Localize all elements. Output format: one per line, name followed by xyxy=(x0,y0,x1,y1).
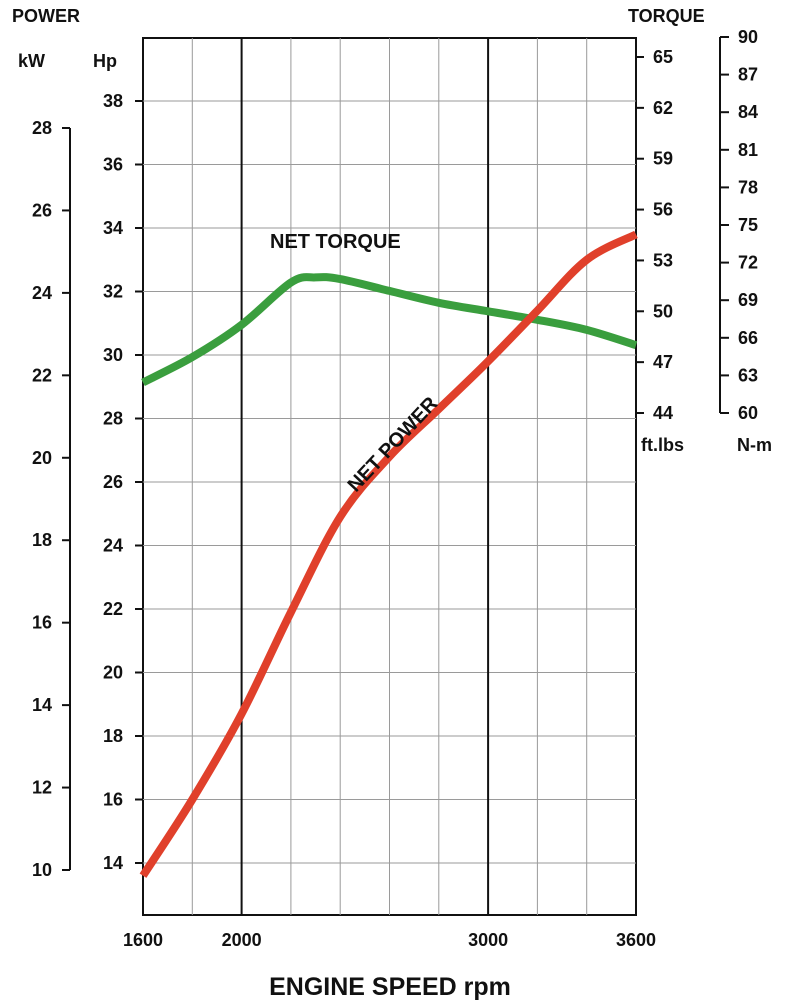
kw-tick-label: 14 xyxy=(32,695,52,715)
nm-tick-label: 75 xyxy=(738,215,758,235)
grid-lines xyxy=(142,37,637,916)
net-power-line xyxy=(139,230,638,878)
hp-tick-label: 22 xyxy=(103,599,123,619)
kw-unit-label: kW xyxy=(18,51,45,71)
kw-tick-label: 10 xyxy=(32,860,52,880)
hp-tick-label: 38 xyxy=(103,91,123,111)
kw-tick-label: 16 xyxy=(32,613,52,633)
kw-tick-label: 22 xyxy=(32,365,52,385)
x-tick-label: 3000 xyxy=(468,930,508,950)
ftlbs-unit-label: ft.lbs xyxy=(641,435,684,455)
torque-title: TORQUE xyxy=(628,6,705,26)
ftlbs-tick-label: 44 xyxy=(653,403,673,423)
nm-tick-label: 60 xyxy=(738,403,758,423)
hp-tick-label: 36 xyxy=(103,155,123,175)
nm-tick-label: 84 xyxy=(738,102,758,122)
nm-tick-label: 63 xyxy=(738,365,758,385)
ftlbs-tick-label: 53 xyxy=(653,250,673,270)
hp-tick-label: 32 xyxy=(103,282,123,302)
nm-tick-label: 87 xyxy=(738,65,758,85)
ftlbs-tick-label: 47 xyxy=(653,352,673,372)
ftlbs-tick-label: 50 xyxy=(653,301,673,321)
net-power-annotation: NET POWER xyxy=(344,392,443,496)
hp-tick-label: 34 xyxy=(103,218,123,238)
nm-tick-label: 90 xyxy=(738,27,758,47)
x-tick-label: 3600 xyxy=(616,930,656,950)
hp-tick-label: 20 xyxy=(103,663,123,683)
nm-tick-label: 78 xyxy=(738,177,758,197)
kw-tick-label: 24 xyxy=(32,283,52,303)
x-tick-label: 1600 xyxy=(123,930,163,950)
hp-tick-label: 16 xyxy=(103,790,123,810)
net-torque-line xyxy=(141,273,638,387)
kw-tick-label: 12 xyxy=(32,778,52,798)
axes: 1600 2000 3000 3600 14 16 18 20 22 24 26 28 30 32 34 36… xyxy=(32,27,758,950)
hp-tick-label: 30 xyxy=(103,345,123,365)
hp-tick-label: 14 xyxy=(103,853,123,873)
nm-tick-label: 66 xyxy=(738,328,758,348)
hp-tick-label: 18 xyxy=(103,726,123,746)
ftlbs-tick-label: 62 xyxy=(653,98,673,118)
ftlbs-tick-label: 56 xyxy=(653,200,673,220)
kw-tick-label: 28 xyxy=(32,118,52,138)
hp-tick-label: 26 xyxy=(103,472,123,492)
hp-tick-label: 24 xyxy=(103,536,123,556)
nm-tick-label: 81 xyxy=(738,140,758,160)
net-torque-annotation: NET TORQUE xyxy=(270,231,401,253)
hp-tick-label: 28 xyxy=(103,409,123,429)
power-title: POWER xyxy=(12,6,80,26)
ftlbs-tick-label: 65 xyxy=(653,47,673,67)
ftlbs-tick-label: 59 xyxy=(653,149,673,169)
nm-tick-label: 72 xyxy=(738,253,758,273)
hp-unit-label: Hp xyxy=(93,51,117,71)
kw-tick-label: 20 xyxy=(32,448,52,468)
kw-tick-label: 26 xyxy=(32,200,52,220)
x-axis-title: ENGINE SPEED rpm xyxy=(269,973,511,1001)
nm-unit-label: N-m xyxy=(737,435,772,455)
x-tick-label: 2000 xyxy=(222,930,262,950)
series-lines xyxy=(139,230,638,878)
nm-tick-label: 69 xyxy=(738,290,758,310)
kw-tick-label: 18 xyxy=(32,530,52,550)
